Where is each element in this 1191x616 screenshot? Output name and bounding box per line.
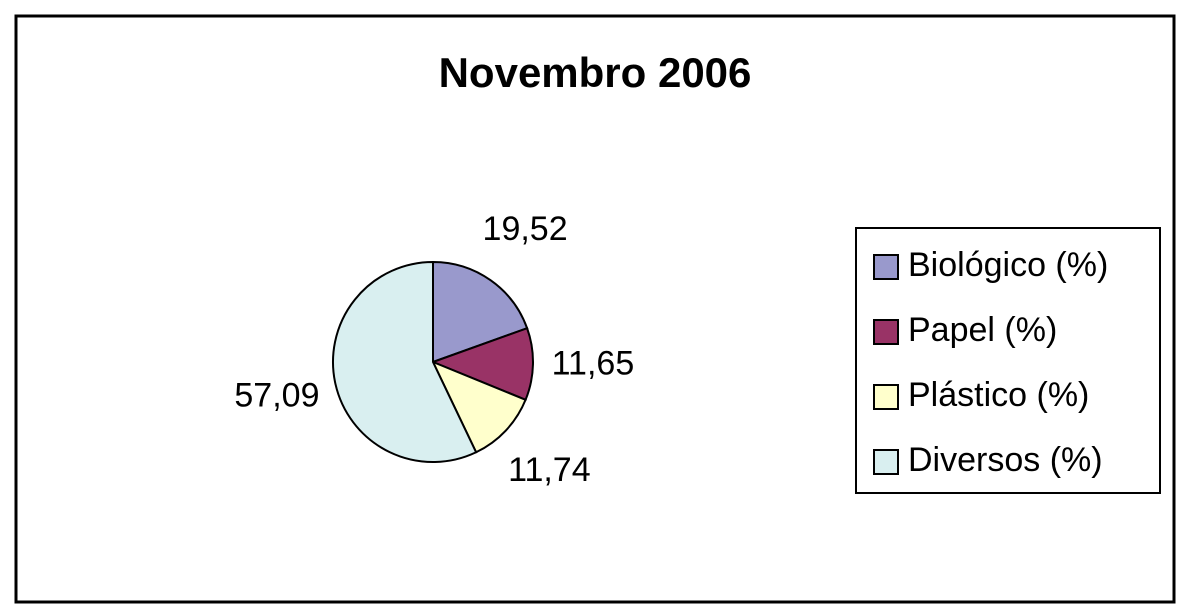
pie-slice bbox=[332, 260, 478, 463]
pie-slice bbox=[430, 360, 527, 454]
legend-label: Papel (%) bbox=[908, 311, 1057, 349]
pie-slice bbox=[430, 326, 534, 402]
legend-label: Plástico (%) bbox=[908, 376, 1089, 414]
legend-swatch bbox=[873, 449, 899, 475]
legend-label: Biológico (%) bbox=[908, 246, 1108, 284]
legend-swatch bbox=[873, 254, 899, 280]
data-label: 19,52 bbox=[483, 210, 568, 248]
legend-swatch bbox=[873, 384, 899, 410]
data-label: 11,65 bbox=[552, 344, 635, 382]
legend-swatch bbox=[873, 319, 899, 345]
data-label: 57,09 bbox=[234, 376, 319, 414]
pie-slice bbox=[432, 260, 529, 364]
chart-title: Novembro 2006 bbox=[439, 49, 752, 96]
legend-label: Diversos (%) bbox=[908, 441, 1103, 479]
legend-box bbox=[855, 227, 1161, 494]
data-label: 11,74 bbox=[508, 451, 591, 489]
